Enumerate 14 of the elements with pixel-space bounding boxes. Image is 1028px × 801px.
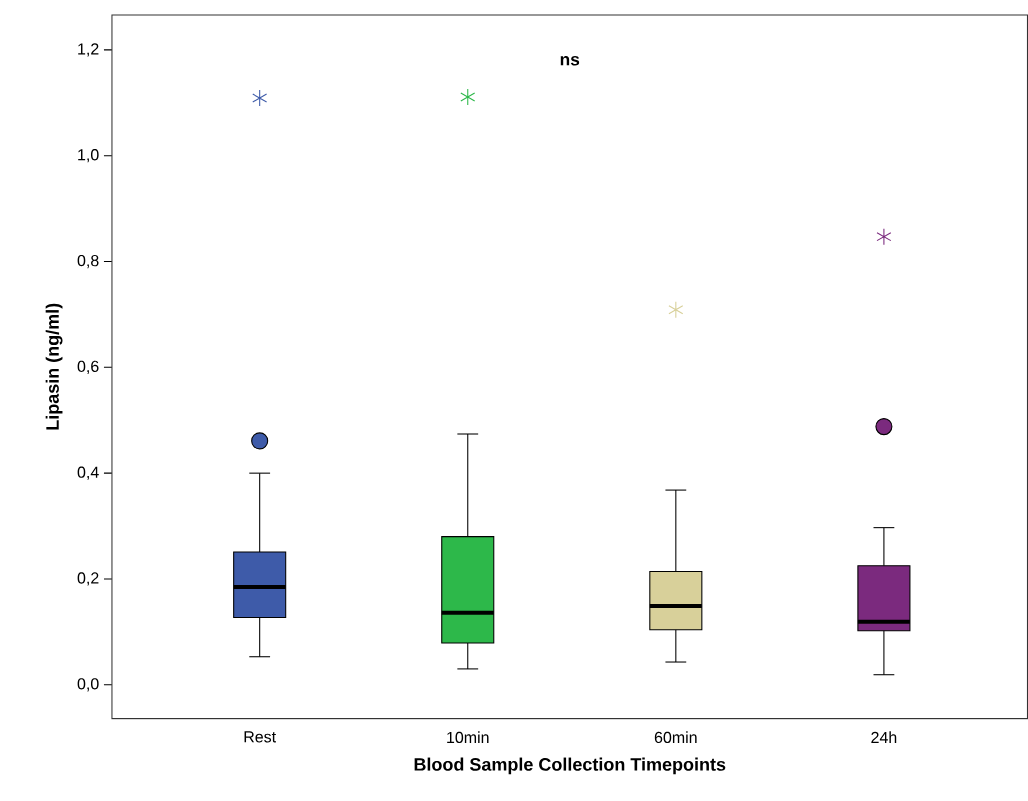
y-tick-label: 0,8 [77, 255, 99, 269]
x-tick-label: 60min [654, 731, 697, 744]
y-tick-label: 1,2 [78, 43, 99, 57]
x-tick-label: 10min [447, 731, 489, 744]
y-tick-label: 0,0 [77, 678, 99, 692]
y-axis-title: Lipasin (ng/ml) [45, 303, 63, 430]
x-tick-label: Rest [244, 731, 276, 743]
y-tick-label: 0,4 [77, 466, 99, 480]
x-tick-label: 24h [871, 731, 897, 744]
annotation: ns [560, 56, 580, 66]
y-tick-label: 0,6 [77, 360, 99, 375]
x-axis-title: Blood Sample Collection Timepoints [414, 757, 726, 775]
y-tick-label: 1,0 [78, 149, 99, 163]
y-tick-label: 0,2 [77, 572, 99, 586]
